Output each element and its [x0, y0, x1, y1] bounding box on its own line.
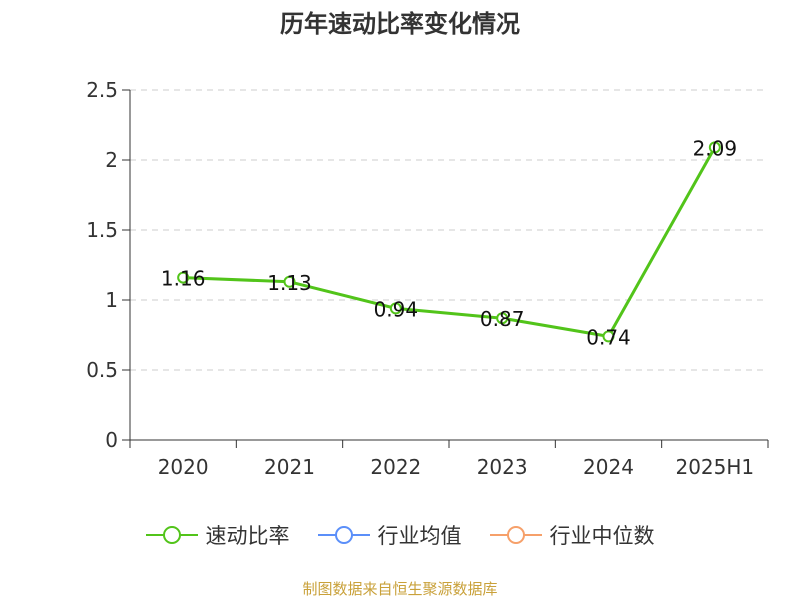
legend-marker-icon: [317, 526, 370, 544]
data-label: 0.94: [374, 297, 419, 321]
data-point: [177, 271, 190, 284]
x-tick-label: 2020: [158, 455, 209, 479]
y-tick-label: 0: [105, 428, 118, 452]
grid-lines: [130, 89, 768, 371]
data-source-note: 制图数据来自恒生聚源数据库: [302, 580, 498, 598]
series-line-0: [183, 146, 717, 338]
legend-item-series-0[interactable]: 速动比率: [145, 520, 290, 550]
data-labels: 1.16 1.13 0.94 0.87 0.74 2.09: [161, 136, 737, 349]
x-tick-label: 2024: [583, 455, 634, 479]
legend-item-series-2[interactable]: 行业中位数: [489, 520, 655, 550]
data-point: [602, 330, 615, 343]
data-point: [708, 141, 721, 154]
data-label: 1.13: [267, 271, 312, 295]
data-label: 0.87: [480, 307, 525, 331]
x-tick-label: 2025H1: [675, 455, 754, 479]
legend-item-series-1[interactable]: 行业均值: [317, 520, 462, 550]
y-tick-label: 1: [105, 288, 118, 312]
data-point: [496, 312, 509, 325]
data-point: [389, 302, 402, 315]
data-label: 2.09: [693, 136, 738, 160]
data-label: 0.74: [586, 325, 631, 349]
legend-label: 速动比率: [205, 524, 290, 548]
data-label: 1.16: [161, 267, 206, 291]
y-tick-label: 2.5: [86, 78, 118, 102]
x-tick-label: 2021: [264, 455, 315, 479]
y-tick-label: 2: [105, 148, 118, 172]
series-layer: [177, 141, 721, 343]
legend-label: 行业均值: [377, 524, 462, 548]
legend-label: 行业中位数: [549, 524, 655, 548]
y-tick-label: 1.5: [86, 218, 118, 242]
data-point: [283, 275, 296, 288]
legend: 速动比率 行业均值 行业中位数: [0, 520, 800, 550]
chart-title: 历年速动比率变化情况: [280, 10, 520, 38]
x-tick-label: 2023: [477, 455, 528, 479]
axes: 0 0.5 1 1.5 2 2.5 2020 2021 2022 2023 2024 2025H1: [86, 78, 769, 479]
x-tick-label: 2022: [370, 455, 421, 479]
legend-marker-icon: [489, 526, 542, 544]
legend-marker-icon: [145, 526, 198, 544]
y-tick-label: 0.5: [86, 358, 118, 382]
